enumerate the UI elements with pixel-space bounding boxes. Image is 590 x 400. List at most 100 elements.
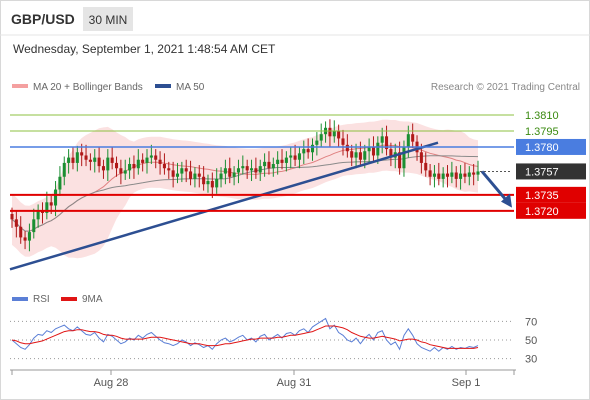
candle-body <box>376 142 380 156</box>
datetime-text: Wednesday, September 1, 2021 1:48:54 AM … <box>13 42 276 56</box>
candle-body <box>49 202 53 206</box>
candle-body <box>167 168 171 171</box>
candle-body <box>40 210 45 213</box>
pair-title: GBP/USD <box>11 11 75 27</box>
candle-body <box>193 173 197 179</box>
candle-body <box>267 161 271 169</box>
candle-body <box>75 152 79 163</box>
candle-body <box>97 157 101 167</box>
candle-body <box>219 173 223 179</box>
candle-body <box>250 168 254 171</box>
candle-body <box>315 140 319 145</box>
candle-body <box>202 176 206 185</box>
rsi-legend-swatch <box>12 297 28 301</box>
pivot-box <box>516 138 586 155</box>
candle-body <box>432 173 436 177</box>
candle-body <box>424 162 428 171</box>
x-tick-label: Sep 1 <box>452 377 481 389</box>
support-label: 1.3735 <box>525 190 559 202</box>
forecast-arrow-head <box>501 193 512 208</box>
candle-body <box>354 152 358 158</box>
resistance-label: 1.3810 <box>525 110 559 122</box>
candle-body <box>450 172 454 177</box>
candle-body <box>293 155 297 160</box>
bollinger-legend-label: MA 20 + Bollinger Bands <box>33 82 143 93</box>
rsi-ma-legend-label: 9MA <box>82 294 103 305</box>
candle-body <box>472 172 476 175</box>
rsi-tick-label: 50 <box>525 335 537 347</box>
candle-body <box>276 159 280 164</box>
candle-body <box>319 134 323 141</box>
trendline <box>9 141 439 271</box>
resistance-label: 1.3795 <box>525 126 559 138</box>
candle-body <box>284 157 288 163</box>
rsi-plot: 70 50 30 <box>10 316 537 366</box>
ma50-legend-swatch <box>155 84 171 88</box>
timeframe-label: 30 MIN <box>89 13 128 27</box>
forecast-arrow-shaft <box>480 170 510 204</box>
candle-body <box>310 144 315 153</box>
candle-body <box>332 130 336 137</box>
candle-body <box>428 170 432 177</box>
candle-body <box>162 163 166 169</box>
candle-body <box>337 130 341 139</box>
support-label: 1.3720 <box>525 206 559 218</box>
candle-body <box>123 170 127 174</box>
support-box <box>516 202 586 219</box>
candle-body <box>132 163 136 169</box>
candle-body <box>437 173 441 179</box>
candle-body <box>93 157 97 162</box>
last-price-label: 1.3757 <box>525 166 559 178</box>
candle-body <box>149 155 153 158</box>
candle-body <box>389 149 393 158</box>
candle-body <box>114 162 119 169</box>
candle-body <box>476 171 480 175</box>
candle-body <box>54 189 58 206</box>
candle-body <box>302 149 306 154</box>
candle-body <box>297 153 301 160</box>
candle-body <box>467 172 471 177</box>
candle-body <box>463 173 467 177</box>
candle-body <box>210 181 214 188</box>
candle-body <box>271 163 275 169</box>
candle-body <box>289 155 293 158</box>
candle-body <box>180 168 184 174</box>
bollinger-legend-swatch <box>12 84 28 88</box>
candle-body <box>197 173 201 177</box>
candle-body <box>341 138 345 145</box>
candle-body <box>398 152 402 169</box>
candle-body <box>154 155 158 160</box>
candle-body <box>189 171 193 179</box>
pivot-label: 1.3780 <box>525 142 559 154</box>
ma50-legend-label: MA 50 <box>176 82 205 93</box>
candle-body <box>145 157 149 163</box>
candle-body <box>158 159 162 164</box>
candle-body <box>385 136 389 150</box>
candle-body <box>175 173 180 177</box>
candle-body <box>106 157 110 171</box>
candle-body <box>14 219 18 227</box>
candle-body <box>128 163 132 171</box>
x-tick-label: Aug 31 <box>277 377 312 389</box>
support-box <box>516 186 586 203</box>
candle-body <box>367 146 371 152</box>
candle-body <box>45 202 49 213</box>
candle-body <box>411 134 415 142</box>
candle-body <box>27 232 31 241</box>
candle-body <box>19 226 23 238</box>
last-price-box <box>516 163 586 180</box>
candle-body <box>232 172 236 177</box>
candle-body <box>441 173 445 179</box>
credit-text: Research © 2021 Trading Central <box>431 82 580 93</box>
candle-body <box>371 146 376 156</box>
candle-body <box>402 146 406 169</box>
level-lines: 1.3810 1.3795 1.3780 1.3757 1.3735 1.3720 <box>10 110 586 219</box>
candle-body <box>254 168 258 173</box>
candle-body <box>445 173 450 177</box>
candle-body <box>141 159 145 163</box>
candle-body <box>88 159 92 162</box>
timeframe-badge[interactable] <box>83 7 133 31</box>
candle-body <box>263 161 267 167</box>
